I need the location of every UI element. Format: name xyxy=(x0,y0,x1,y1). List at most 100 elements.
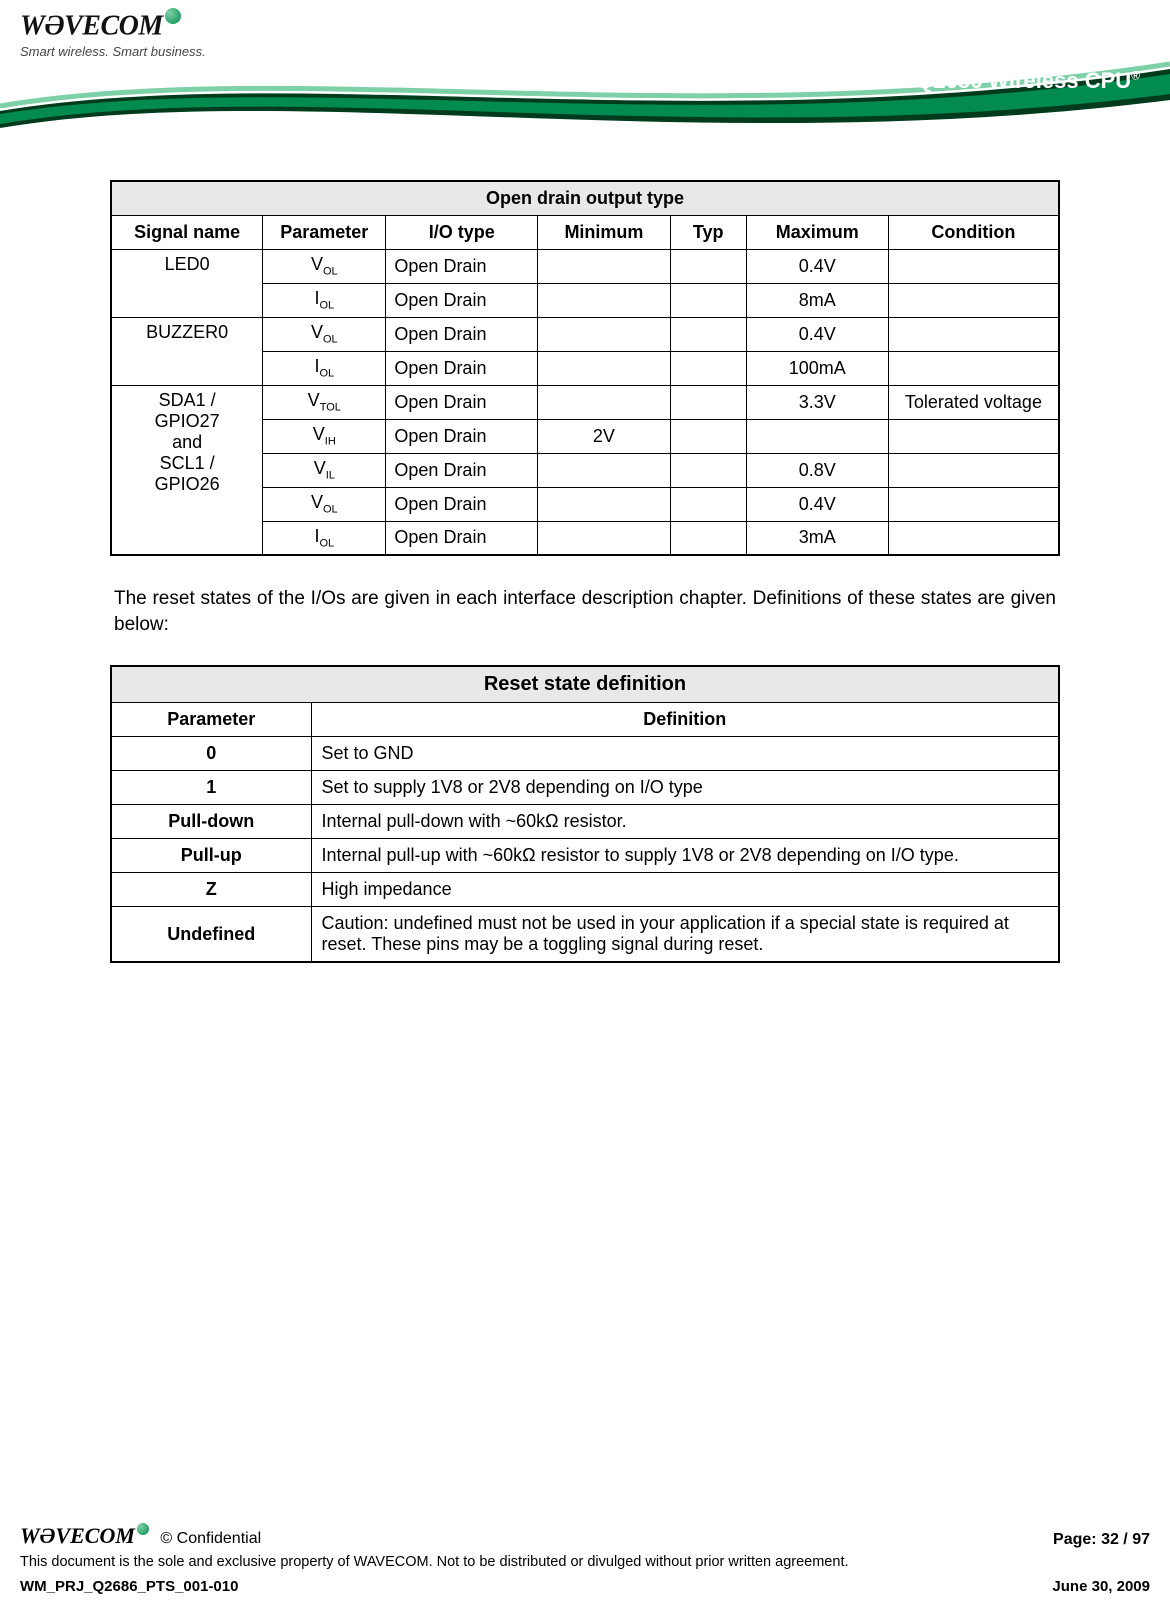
def-param-cell: Undefined xyxy=(111,907,311,963)
data-cell xyxy=(888,351,1059,385)
table2-title: Reset state definition xyxy=(111,666,1059,703)
table1-col-3: Minimum xyxy=(538,215,671,249)
data-cell xyxy=(670,317,746,351)
table1-col-4: Typ xyxy=(670,215,746,249)
data-cell xyxy=(538,351,671,385)
data-cell xyxy=(888,521,1059,555)
def-text-cell: Internal pull-up with ~60kΩ resistor to … xyxy=(311,839,1059,873)
data-cell xyxy=(888,249,1059,283)
data-cell xyxy=(670,283,746,317)
data-cell xyxy=(538,487,671,521)
data-cell xyxy=(670,521,746,555)
table-row: Pull-upInternal pull-up with ~60kΩ resis… xyxy=(111,839,1059,873)
footer-logo: WƏVECOM xyxy=(20,1523,154,1548)
data-cell xyxy=(888,453,1059,487)
parameter-cell: VOL xyxy=(263,487,386,521)
signal-name-cell: LED0 xyxy=(111,249,263,317)
product-title-text: Q2686 Wireless CPU xyxy=(916,68,1131,93)
table2-col-def: Definition xyxy=(311,703,1059,737)
data-cell xyxy=(538,385,671,419)
signal-name-cell: BUZZER0 xyxy=(111,317,263,385)
data-cell xyxy=(888,487,1059,521)
data-cell: 3.3V xyxy=(746,385,888,419)
data-cell: 0.8V xyxy=(746,453,888,487)
data-cell xyxy=(670,385,746,419)
data-cell: 3mA xyxy=(746,521,888,555)
logo-globe-icon xyxy=(165,8,181,24)
data-cell: 0.4V xyxy=(746,487,888,521)
data-cell: Open Drain xyxy=(386,453,538,487)
parameter-cell: VTOL xyxy=(263,385,386,419)
table1-col-0: Signal name xyxy=(111,215,263,249)
page-content: Open drain output type Signal nameParame… xyxy=(0,140,1170,963)
def-text-cell: Set to GND xyxy=(311,737,1059,771)
data-cell xyxy=(670,249,746,283)
data-cell xyxy=(538,521,671,555)
table1-col-6: Condition xyxy=(888,215,1059,249)
data-cell: Open Drain xyxy=(386,351,538,385)
table-row: UndefinedCaution: undefined must not be … xyxy=(111,907,1059,963)
def-param-cell: Pull-up xyxy=(111,839,311,873)
data-cell: Open Drain xyxy=(386,521,538,555)
data-cell xyxy=(670,487,746,521)
parameter-cell: VOL xyxy=(263,249,386,283)
footer-logo-text: WƏVECOM xyxy=(20,1523,135,1548)
data-cell xyxy=(538,317,671,351)
page-footer: WƏVECOM © Confidential Page: 32 / 97 Thi… xyxy=(20,1523,1150,1595)
registered-icon: ® xyxy=(1131,69,1140,83)
parameter-cell: IOL xyxy=(263,521,386,555)
def-param-cell: 1 xyxy=(111,771,311,805)
table-row: LED0VOLOpen Drain0.4V xyxy=(111,249,1059,283)
table-row: BUZZER0VOLOpen Drain0.4V xyxy=(111,317,1059,351)
footer-confidential: © Confidential xyxy=(160,1530,261,1547)
data-cell: Tolerated voltage xyxy=(888,385,1059,419)
data-cell xyxy=(670,453,746,487)
data-cell xyxy=(670,419,746,453)
logo-word: WƏVECOM xyxy=(20,10,163,41)
footer-note: This document is the sole and exclusive … xyxy=(20,1553,1150,1572)
def-text-cell: High impedance xyxy=(311,873,1059,907)
page: WƏVECOM Smart wireless. Smart business. … xyxy=(0,0,1170,1613)
page-header: WƏVECOM Smart wireless. Smart business. … xyxy=(0,0,1170,140)
data-cell xyxy=(670,351,746,385)
table1-col-2: I/O type xyxy=(386,215,538,249)
signal-name-cell: SDA1 /GPIO27andSCL1 /GPIO26 xyxy=(111,385,263,555)
def-text-cell: Caution: undefined must not be used in y… xyxy=(311,907,1059,963)
table2-col-param: Parameter xyxy=(111,703,311,737)
table-row: 1Set to supply 1V8 or 2V8 depending on I… xyxy=(111,771,1059,805)
def-param-cell: Pull-down xyxy=(111,805,311,839)
data-cell xyxy=(888,317,1059,351)
footer-left: WƏVECOM © Confidential xyxy=(20,1523,261,1549)
table-row: SDA1 /GPIO27andSCL1 /GPIO26VTOLOpen Drai… xyxy=(111,385,1059,419)
def-text-cell: Set to supply 1V8 or 2V8 depending on I/… xyxy=(311,771,1059,805)
data-cell: 2V xyxy=(538,419,671,453)
data-cell: Open Drain xyxy=(386,487,538,521)
table1-title: Open drain output type xyxy=(111,181,1059,215)
data-cell: 0.4V xyxy=(746,317,888,351)
footer-bottom-row: WM_PRJ_Q2686_PTS_001-010 June 30, 2009 xyxy=(20,1578,1150,1595)
data-cell xyxy=(538,249,671,283)
footer-doc-ref: WM_PRJ_Q2686_PTS_001-010 xyxy=(20,1578,238,1595)
data-cell: 8mA xyxy=(746,283,888,317)
data-cell xyxy=(888,283,1059,317)
product-title: Q2686 Wireless CPU® xyxy=(916,68,1140,94)
table-row: Pull-downInternal pull-down with ~60kΩ r… xyxy=(111,805,1059,839)
data-cell: Open Drain xyxy=(386,317,538,351)
table-row: ZHigh impedance xyxy=(111,873,1059,907)
data-cell: Open Drain xyxy=(386,249,538,283)
data-cell: 100mA xyxy=(746,351,888,385)
footer-top-row: WƏVECOM © Confidential Page: 32 / 97 xyxy=(20,1523,1150,1549)
logo-text: WƏVECOM xyxy=(20,8,206,42)
open-drain-table: Open drain output type Signal nameParame… xyxy=(110,180,1060,556)
table1-col-1: Parameter xyxy=(263,215,386,249)
data-cell: Open Drain xyxy=(386,385,538,419)
data-cell xyxy=(746,419,888,453)
data-cell xyxy=(538,453,671,487)
parameter-cell: VIH xyxy=(263,419,386,453)
data-cell: Open Drain xyxy=(386,283,538,317)
table1-col-5: Maximum xyxy=(746,215,888,249)
data-cell xyxy=(538,283,671,317)
footer-date: June 30, 2009 xyxy=(1052,1578,1150,1595)
table1-header-row: Signal nameParameterI/O typeMinimumTypMa… xyxy=(111,215,1059,249)
parameter-cell: VOL xyxy=(263,317,386,351)
